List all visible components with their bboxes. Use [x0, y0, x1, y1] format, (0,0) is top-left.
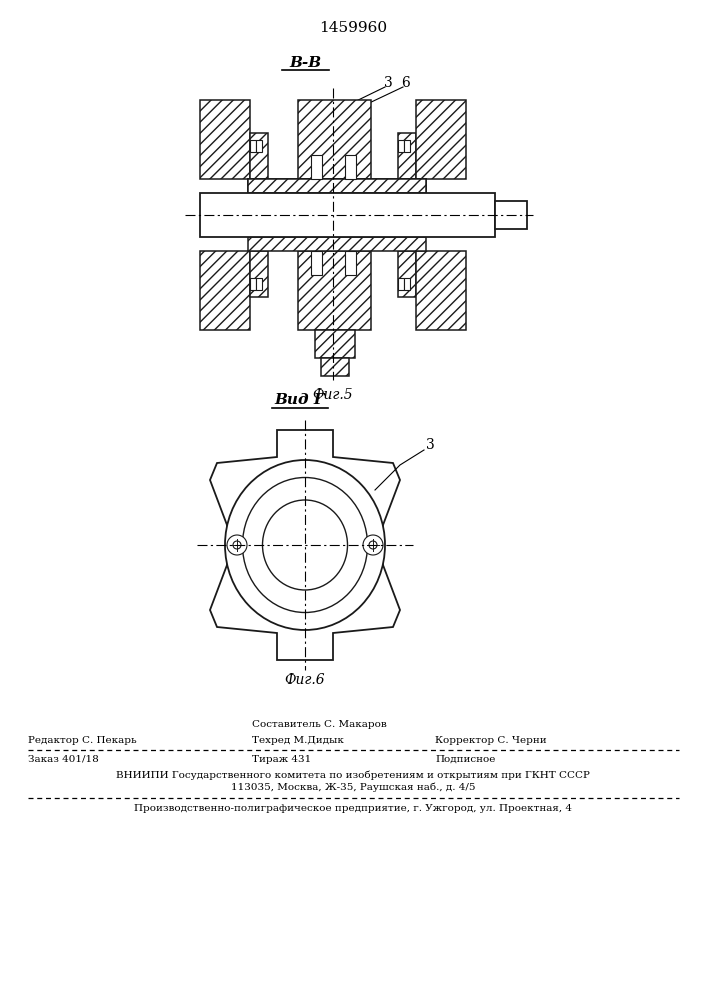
Bar: [248, 179, 426, 193]
Bar: [311, 251, 322, 275]
Bar: [200, 100, 250, 179]
Text: Корректор С. Черни: Корректор С. Черни: [435, 736, 547, 745]
Text: В-В: В-В: [289, 56, 321, 70]
Bar: [398, 251, 416, 297]
Text: Фиг.5: Фиг.5: [312, 388, 354, 402]
Bar: [398, 140, 404, 152]
Text: Заказ 401/18: Заказ 401/18: [28, 755, 99, 764]
Text: Подписное: Подписное: [435, 755, 496, 764]
Bar: [416, 251, 466, 330]
Bar: [298, 251, 371, 330]
Text: Составитель С. Макаров: Составитель С. Макаров: [252, 720, 387, 729]
Text: 3: 3: [384, 76, 392, 90]
Ellipse shape: [262, 500, 348, 590]
Bar: [248, 179, 426, 193]
Bar: [250, 251, 268, 297]
Bar: [256, 278, 262, 290]
Bar: [345, 155, 356, 179]
Bar: [311, 155, 322, 179]
Bar: [250, 140, 256, 152]
Circle shape: [233, 541, 241, 549]
Bar: [345, 251, 356, 275]
Bar: [315, 330, 355, 358]
Bar: [298, 100, 371, 179]
Bar: [495, 201, 527, 229]
Bar: [200, 251, 250, 330]
Text: 113035, Москва, Ж-35, Раушская наб., д. 4/5: 113035, Москва, Ж-35, Раушская наб., д. …: [230, 783, 475, 792]
Text: Производственно-полиграфическое предприятие, г. Ужгород, ул. Проектная, 4: Производственно-полиграфическое предприя…: [134, 804, 572, 813]
Ellipse shape: [225, 460, 385, 630]
Bar: [416, 100, 466, 179]
Text: Вид Г: Вид Г: [275, 393, 325, 407]
Bar: [250, 278, 256, 290]
Circle shape: [227, 535, 247, 555]
Bar: [250, 133, 268, 179]
Text: Фиг.6: Фиг.6: [285, 673, 325, 687]
Circle shape: [363, 535, 383, 555]
Circle shape: [369, 541, 377, 549]
Bar: [200, 193, 495, 237]
Text: 3: 3: [426, 438, 434, 452]
Bar: [404, 278, 410, 290]
Bar: [256, 140, 262, 152]
Bar: [248, 237, 426, 251]
Bar: [404, 140, 410, 152]
Bar: [463, 201, 495, 229]
Bar: [321, 358, 349, 376]
Ellipse shape: [243, 478, 368, 612]
Text: Тираж 431: Тираж 431: [252, 755, 311, 764]
Bar: [398, 133, 416, 179]
Text: 1459960: 1459960: [319, 21, 387, 35]
Text: ВНИИПИ Государственного комитета по изобретениям и открытиям при ГКНТ СССР: ВНИИПИ Государственного комитета по изоб…: [116, 770, 590, 780]
Text: 6: 6: [402, 76, 410, 90]
Bar: [398, 278, 404, 290]
Text: Техред М.Дидык: Техред М.Дидык: [252, 736, 344, 745]
Text: Редактор С. Пекарь: Редактор С. Пекарь: [28, 736, 136, 745]
Polygon shape: [210, 430, 400, 660]
